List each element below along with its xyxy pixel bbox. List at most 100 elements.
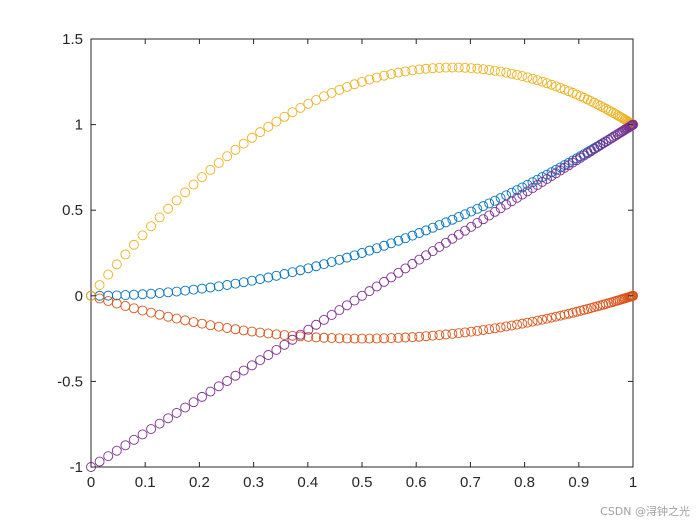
data-point (163, 203, 174, 214)
data-point (180, 402, 191, 413)
data-point (478, 325, 489, 335)
data-point (295, 329, 306, 340)
data-point (154, 418, 165, 429)
data-point (489, 323, 500, 334)
data-point (460, 209, 470, 220)
data-point (171, 407, 182, 418)
data-point (357, 76, 367, 87)
y-tick-label: -1 (70, 459, 83, 476)
data-point (326, 333, 337, 344)
data-point (427, 63, 438, 74)
series-3 (86, 62, 638, 301)
data-point (137, 429, 148, 440)
data-point (205, 386, 216, 397)
data-point (238, 325, 249, 336)
data-point (255, 274, 266, 285)
data-point (111, 445, 122, 456)
data-point (472, 63, 483, 74)
data-point (434, 330, 445, 341)
data-point (598, 102, 609, 113)
data-point (230, 370, 241, 381)
data-point (379, 70, 389, 81)
data-point (371, 243, 382, 254)
data-point (263, 350, 274, 360)
data-point (287, 330, 298, 341)
data-point (222, 323, 233, 333)
data-point (537, 76, 548, 87)
data-point (517, 318, 528, 329)
data-point (434, 62, 445, 73)
series-layer (86, 62, 638, 472)
series-2 (86, 290, 638, 344)
data-point (379, 240, 389, 251)
data-point (393, 67, 404, 78)
data-point (575, 305, 586, 316)
data-point (453, 212, 464, 222)
data-point (407, 259, 418, 269)
data-point (222, 376, 233, 386)
data-point (279, 330, 290, 341)
data-point (522, 317, 533, 328)
data-point (213, 281, 224, 292)
data-point (311, 261, 322, 272)
data-point (364, 333, 375, 344)
data-point (592, 142, 603, 153)
data-point (600, 103, 611, 114)
data-point (598, 138, 609, 149)
data-point (349, 333, 360, 344)
data-point (146, 221, 157, 232)
data-point (171, 286, 182, 297)
data-point (466, 326, 477, 337)
data-point (319, 314, 329, 325)
data-point (466, 206, 477, 217)
data-point (334, 333, 345, 344)
data-point (303, 331, 314, 342)
data-point (421, 331, 431, 342)
data-point (238, 365, 249, 376)
x-tick-label: 1 (629, 474, 637, 491)
data-point (466, 221, 477, 232)
data-point (295, 102, 306, 113)
watermark: CSDN @浔钟之光 (600, 505, 690, 518)
data-point (501, 199, 512, 210)
data-point (400, 233, 411, 244)
plot-area (90, 38, 634, 468)
data-point (501, 67, 512, 78)
data-point (571, 306, 582, 317)
data-point (595, 100, 606, 111)
data-point (527, 73, 538, 84)
data-point (489, 65, 500, 76)
data-point (414, 228, 425, 238)
data-point (579, 150, 589, 161)
axes-layer: 0 0.1 0.2 0.3 0.4 0.5 0.6 0.7 0.8 0.9 1 -1 -0.5 0 0.5 1… (57, 31, 637, 491)
data-point (542, 313, 552, 324)
data-point (400, 66, 411, 77)
data-point (522, 186, 533, 197)
x-tick-label: 0.8 (514, 474, 535, 491)
data-point (295, 265, 306, 276)
data-point (512, 192, 522, 203)
data-point (371, 281, 382, 292)
data-point (205, 164, 216, 175)
data-point (303, 98, 314, 109)
data-point (527, 177, 538, 188)
data-point (489, 206, 500, 217)
data-point (94, 280, 105, 291)
data-point (205, 320, 216, 331)
data-point (246, 360, 257, 371)
data-point (222, 280, 233, 290)
data-point (532, 180, 543, 190)
data-point (484, 198, 495, 209)
data-point (379, 276, 389, 287)
data-point (271, 344, 282, 355)
data-point (595, 140, 606, 151)
data-point (567, 307, 578, 318)
data-point (263, 328, 274, 339)
data-point (379, 333, 389, 344)
x-tick-label: 0.9 (568, 474, 589, 491)
data-point (349, 79, 360, 90)
data-point (522, 72, 533, 83)
data-point (393, 235, 404, 246)
data-point (427, 330, 438, 341)
